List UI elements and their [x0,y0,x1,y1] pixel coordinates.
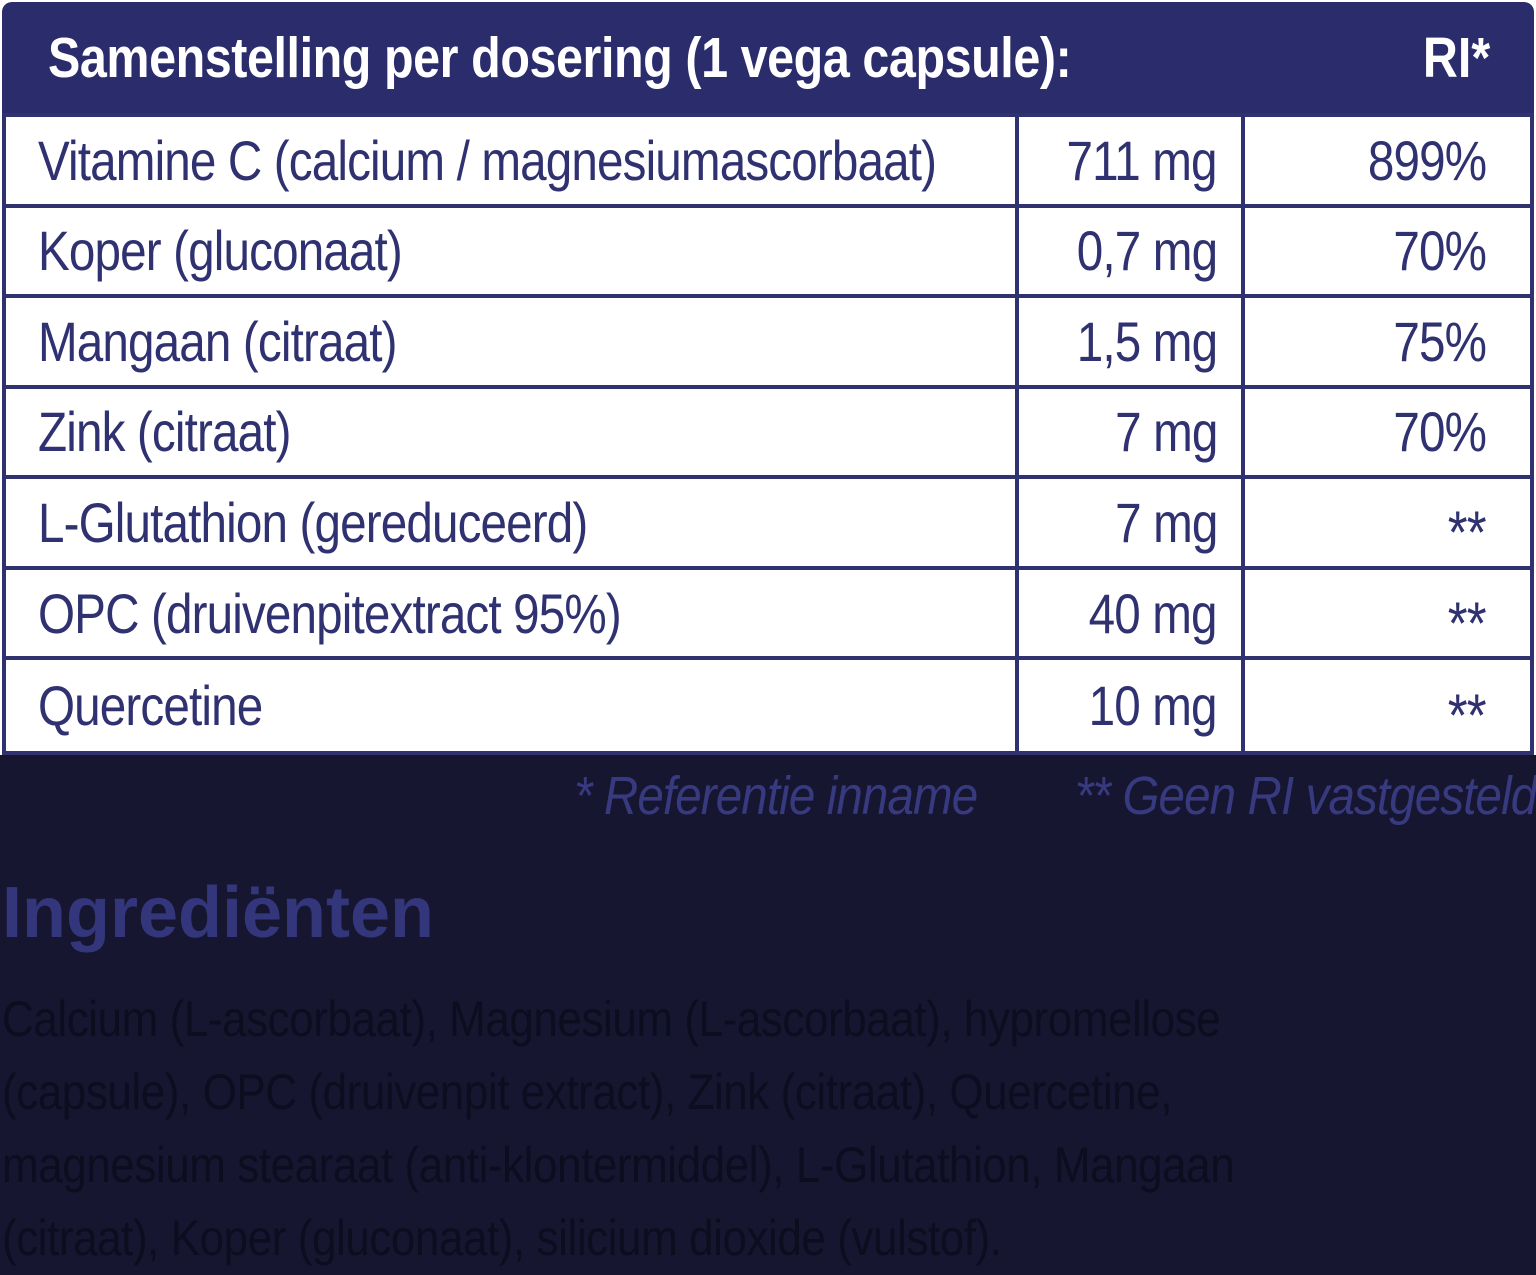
nutrient-amount: 40 mg [1088,581,1218,645]
nutrient-amount-cell: 1,5 mg [1015,298,1241,385]
nutrient-ri: 70% [1393,400,1487,464]
nutrient-ri: 70% [1393,219,1487,283]
nutrient-ri-cell: 70% [1241,207,1530,295]
footnote-reference-intake: * Referentie inname [574,766,978,826]
ingredients-line: (citraat), Koper (gluconaat), silicium d… [2,1210,1002,1266]
ingredients-line: Calcium (L-ascorbaat), Magnesium (L-asco… [2,991,1221,1047]
ingredients-line: (capsule), OPC (druivenpit extract), Zin… [2,1064,1173,1120]
nutrient-ri-cell: ** [1241,479,1530,566]
nutrient-ri-cell: 75% [1241,298,1530,385]
nutrient-name-cell: Vitamine C (calcium / magnesiumascorbaat… [6,117,1015,204]
table-row: Quercetine 10 mg ** [6,660,1530,751]
nutrient-name-cell: L-Glutathion (gereduceerd) [6,479,1015,566]
table-row: Koper (gluconaat) 0,7 mg 70% [6,207,1530,299]
table-row: OPC (druivenpitextract 95%) 40 mg ** [6,569,1530,661]
nutrient-name-cell: Mangaan (citraat) [6,298,1015,385]
nutrient-ri: 899% [1367,128,1487,192]
nutrient-amount-cell: 711 mg [1015,117,1241,204]
ingredients-paragraph: Calcium (L-ascorbaat), Magnesium (L-asco… [2,983,1402,1275]
nutrient-ri-cell: 899% [1241,117,1530,204]
composition-table-header: Samenstelling per dosering (1 vega capsu… [2,2,1534,113]
nutrient-name: Mangaan (citraat) [38,309,397,373]
nutrient-ri-cell: ** [1241,660,1530,751]
ingredients-line: magnesium stearaat (anti-klontermiddel),… [2,1137,1235,1193]
footnotes: * Referentie inname ** Geen RI vastgeste… [0,765,1536,827]
nutrient-ri: ** [1448,499,1487,567]
nutrient-name: OPC (druivenpitextract 95%) [38,581,622,645]
composition-table: Vitamine C (calcium / magnesiumascorbaat… [2,113,1534,755]
nutrient-ri: ** [1448,589,1487,657]
table-row: Vitamine C (calcium / magnesiumascorbaat… [6,117,1530,208]
nutrient-amount-cell: 40 mg [1015,569,1241,657]
nutrient-amount: 7 mg [1114,400,1218,464]
label-bottom-section: * Referentie inname ** Geen RI vastgeste… [0,755,1536,1275]
nutrient-amount-cell: 10 mg [1015,660,1241,751]
table-row: L-Glutathion (gereduceerd) 7 mg ** [6,479,1530,570]
nutrient-amount-cell: 0,7 mg [1015,207,1241,295]
table-row: Mangaan (citraat) 1,5 mg 75% [6,298,1530,389]
nutrient-name: Koper (gluconaat) [38,219,403,283]
table-title: Samenstelling per dosering (1 vega capsu… [48,25,1072,90]
nutrient-name-cell: OPC (druivenpitextract 95%) [6,570,1015,657]
nutrient-ri: ** [1448,682,1487,750]
nutrient-name-cell: Koper (gluconaat) [6,208,1015,295]
nutrient-name: L-Glutathion (gereduceerd) [38,491,588,555]
nutrient-amount-cell: 7 mg [1015,479,1241,566]
nutrient-amount: 711 mg [1066,128,1218,192]
nutrient-name: Vitamine C (calcium / magnesiumascorbaat… [38,128,937,192]
nutrient-ri-cell: 70% [1241,388,1530,476]
nutrient-ri-cell: ** [1241,569,1530,657]
nutrient-name: Zink (citraat) [38,400,291,464]
nutrient-amount: 0,7 mg [1076,219,1218,283]
nutrient-amount-cell: 7 mg [1015,388,1241,476]
table-row: Zink (citraat) 7 mg 70% [6,388,1530,480]
nutrient-amount: 10 mg [1088,674,1218,738]
nutrient-name-cell: Zink (citraat) [6,389,1015,476]
ingredients-heading: Ingrediënten [2,873,435,953]
footnote-no-ri: ** Geen RI vastgesteld [1074,766,1536,826]
nutrient-ri: 75% [1393,309,1487,373]
nutrient-name-cell: Quercetine [6,660,1015,751]
nutrient-amount: 7 mg [1114,491,1218,555]
nutrient-amount: 1,5 mg [1076,309,1218,373]
nutrient-name: Quercetine [38,674,263,738]
ri-column-label: RI* [1422,25,1490,90]
